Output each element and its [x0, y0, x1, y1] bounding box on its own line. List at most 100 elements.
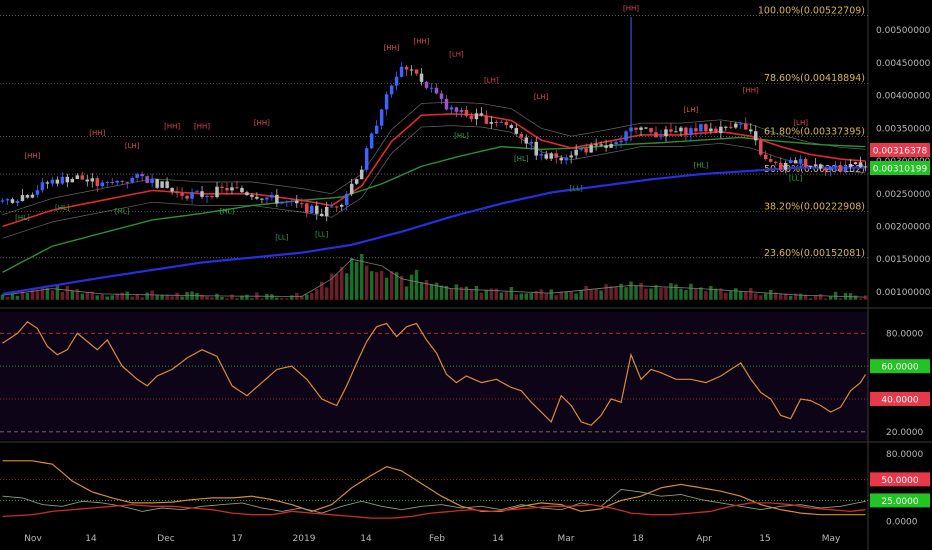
- candle-body: [85, 179, 90, 182]
- candle-body: [384, 94, 389, 110]
- candle-body: [80, 175, 85, 180]
- volume-bar: [334, 273, 339, 300]
- volume-bar: [394, 272, 399, 300]
- pivot-label: [LH]: [449, 50, 464, 58]
- volume-bar: [589, 289, 593, 300]
- candle-body: [145, 176, 149, 184]
- volume-bar: [310, 293, 314, 300]
- candle-body: [434, 87, 439, 94]
- candle-body: [300, 203, 304, 205]
- volume-bar: [80, 293, 85, 300]
- candle-body: [235, 187, 239, 189]
- candle-body: [549, 153, 553, 159]
- volume-bar: [250, 298, 254, 300]
- volume-bar: [344, 273, 349, 300]
- volume-bar: [614, 287, 618, 300]
- candle-body: [210, 196, 214, 198]
- candle-body: [474, 113, 479, 120]
- candle-body: [644, 127, 648, 129]
- candle-body: [255, 196, 259, 199]
- volume-bar: [574, 293, 578, 300]
- candle-body: [115, 180, 119, 183]
- volume-bar: [320, 281, 324, 300]
- volume-bar: [105, 296, 109, 300]
- candle-body: [459, 110, 464, 112]
- date-axis-tick: Mar: [558, 534, 575, 544]
- volume-bar: [125, 291, 129, 300]
- volume-bar: [494, 288, 499, 300]
- candle-body: [574, 149, 578, 156]
- volume-bar: [110, 295, 114, 300]
- candle-body: [200, 191, 204, 197]
- candle-body: [230, 187, 234, 191]
- candle-body: [364, 148, 369, 170]
- volume-bar: [325, 287, 329, 300]
- candle-body: [265, 197, 269, 200]
- candle-body: [45, 182, 50, 184]
- candle-body: [339, 204, 344, 207]
- volume-bar: [803, 294, 808, 300]
- candle-body: [798, 158, 803, 164]
- rsi-line: [2, 321, 867, 426]
- candle-body: [60, 176, 65, 184]
- candle-body: [215, 186, 219, 198]
- candle-body: [719, 126, 723, 134]
- candle-body: [444, 98, 449, 110]
- rsi-tag: 60.0000: [881, 363, 918, 373]
- volume-bar: [30, 289, 35, 300]
- volume-bar: [55, 284, 60, 300]
- volume-bar: [519, 293, 524, 300]
- volume-bar: [739, 290, 743, 300]
- candle-body: [863, 166, 868, 168]
- volume-bar: [644, 288, 648, 300]
- candle-body: [180, 193, 184, 196]
- candle-body: [729, 126, 733, 128]
- candle-body: [225, 187, 229, 191]
- candle-body: [389, 85, 394, 95]
- candle-body: [110, 181, 114, 183]
- candle-body: [125, 181, 129, 183]
- volume-bar: [145, 292, 149, 300]
- volume-bar: [10, 293, 15, 300]
- candle-body: [325, 206, 329, 217]
- volume-bar: [414, 269, 419, 300]
- volume-bar: [444, 285, 449, 300]
- candle-body: [280, 201, 284, 204]
- candle-body: [479, 113, 484, 116]
- volume-bar: [619, 283, 623, 300]
- volume-bar: [579, 289, 583, 300]
- candle-body: [379, 109, 384, 126]
- candle-body: [689, 128, 693, 136]
- candle-body: [649, 127, 653, 133]
- candle-body: [659, 136, 663, 138]
- candle-body: [349, 183, 354, 194]
- volume-bar: [85, 291, 90, 300]
- candle-body: [374, 125, 379, 134]
- volume-bar: [384, 277, 389, 300]
- volume-bar: [514, 294, 519, 300]
- rsi-axis-tick: 20.0000: [886, 428, 923, 438]
- volume-bar: [863, 295, 868, 300]
- candle-body: [848, 163, 853, 168]
- volume-bar: [744, 291, 748, 300]
- candle-body: [808, 165, 813, 167]
- volume-bar: [823, 298, 828, 300]
- volume-bar: [808, 298, 813, 300]
- last-price-tag: 0.00310199: [873, 165, 928, 175]
- volume-bar: [349, 257, 354, 300]
- candle-body: [554, 153, 558, 158]
- candle-body: [853, 162, 858, 164]
- pivot-label: [HL]: [694, 162, 709, 170]
- candle-body: [409, 69, 414, 71]
- volume-bar: [729, 290, 733, 300]
- candle-body: [170, 187, 174, 192]
- volume-bar: [669, 283, 673, 300]
- volume-bar: [215, 293, 219, 300]
- volume-bar: [359, 253, 364, 300]
- volume-bar: [659, 287, 663, 300]
- volume-bar: [95, 295, 100, 300]
- envelope-lower-line: [2, 125, 866, 239]
- volume-bar: [594, 288, 598, 300]
- volume-bar: [439, 285, 444, 300]
- candle-body: [739, 123, 743, 125]
